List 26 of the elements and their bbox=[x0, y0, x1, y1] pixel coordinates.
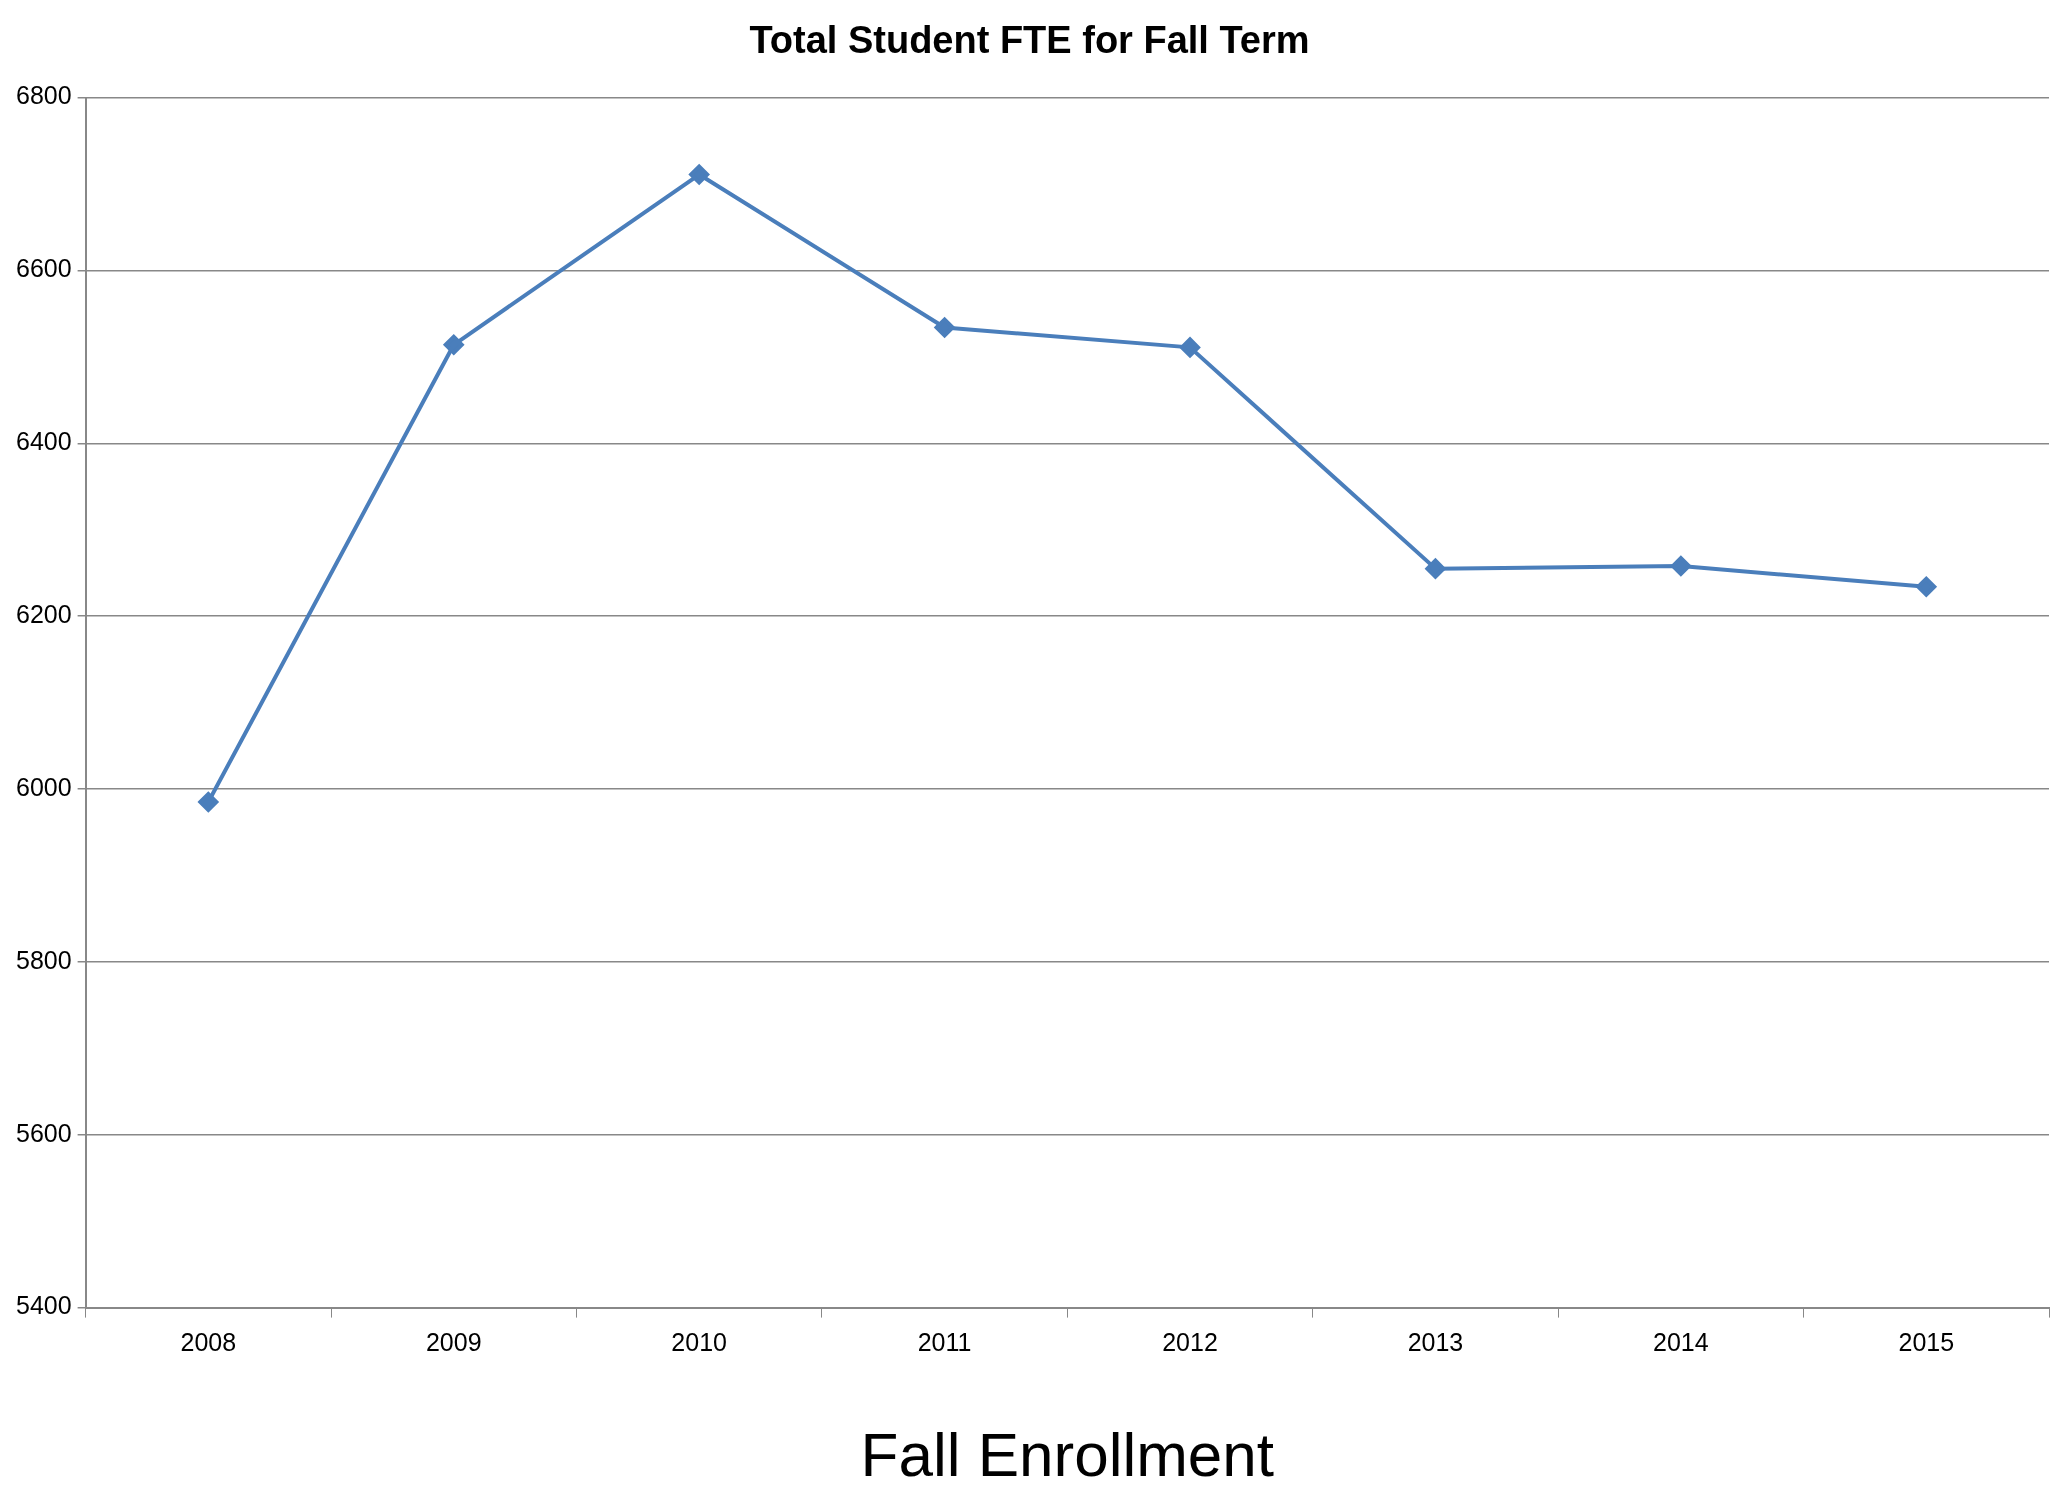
point bbox=[1916, 576, 1937, 597]
x-tick-label: 2008 bbox=[180, 1328, 237, 1357]
x-tick-label: 2010 bbox=[671, 1328, 727, 1357]
y-tick-label: 5800 bbox=[15, 945, 72, 974]
point bbox=[1180, 337, 1201, 358]
point bbox=[1425, 558, 1446, 579]
x-tick-label: 2012 bbox=[1162, 1328, 1218, 1357]
point bbox=[689, 164, 710, 185]
y-tick-label: 6400 bbox=[15, 427, 72, 456]
x-tick-label: 2009 bbox=[425, 1328, 482, 1357]
x-tick-label: 2011 bbox=[917, 1328, 972, 1357]
y-tick-label: 6000 bbox=[15, 772, 72, 801]
point bbox=[198, 791, 219, 812]
point bbox=[934, 317, 955, 338]
x-tick-label: 2015 bbox=[1898, 1328, 1955, 1357]
point bbox=[443, 334, 464, 355]
y-tick-label: 6800 bbox=[15, 81, 72, 110]
x-tick-label: 2014 bbox=[1653, 1328, 1709, 1357]
y-tick-label: 5600 bbox=[15, 1118, 72, 1147]
x-tick-label: 2013 bbox=[1407, 1328, 1464, 1357]
y-tick-label: 6200 bbox=[15, 600, 72, 629]
y-tick-label: 6600 bbox=[15, 254, 72, 283]
y-tick-label: 5400 bbox=[15, 1291, 72, 1320]
x-axis-title: Fall Enrollment bbox=[860, 1419, 1275, 1489]
point bbox=[1670, 556, 1691, 577]
chart-title: Total Student FTE for Fall Term bbox=[749, 19, 1310, 62]
